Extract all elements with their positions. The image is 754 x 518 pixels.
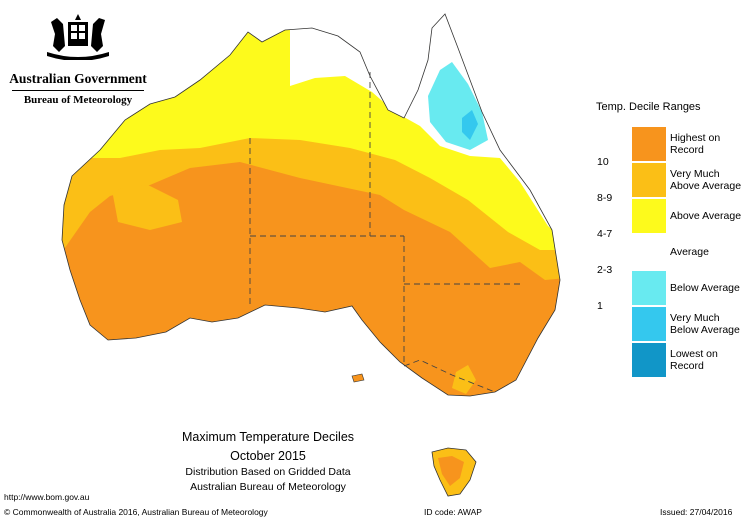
bureau-name: Bureau of Meteorology [23, 94, 133, 106]
legend-swatch-4 [632, 235, 666, 269]
legend-category-label-1: Highest on Record [670, 132, 754, 156]
legend-swatch-6 [632, 307, 666, 341]
australia-coastline [61, 13, 561, 397]
bom-logo: Australian Government Bureau of Meteorol… [8, 12, 148, 106]
logo-divider [12, 90, 144, 91]
legend-category-label-5: Below Average [670, 282, 754, 294]
map-period: October 2015 [230, 449, 306, 463]
legend-decile-label-3: 4-7 [597, 228, 613, 240]
legend-category-label-7: Lowest on Record [670, 348, 754, 372]
legend-category-label-6: Very Much Below Average [670, 312, 754, 336]
legend-decile-label-4: 2-3 [597, 264, 613, 276]
legend-category-line-1: Below Average [670, 282, 740, 294]
legend-category-line-2: Above Average [670, 180, 742, 192]
legend-category-line-1: Highest on [670, 132, 721, 144]
legend-category-label-3: Above Average [670, 210, 754, 222]
legend-category-line-1: Very Much [670, 168, 720, 180]
region-very-much-below-average [462, 110, 478, 140]
map-note-source: Australian Bureau of Meteorology [190, 481, 346, 493]
legend-category-line-2: Record [670, 144, 704, 156]
legend-category-line-1: Lowest on [670, 348, 718, 360]
legend-swatch-3 [632, 199, 666, 233]
map-note-distribution: Distribution Based on Gridded Data [185, 466, 351, 478]
legend-category-line-1: Average [670, 246, 709, 258]
state-borders [249, 72, 520, 393]
legend-swatch-2 [632, 163, 666, 197]
map-title: Maximum Temperature Deciles [181, 430, 355, 444]
legend-swatch-1 [632, 127, 666, 161]
legend-decile-label-1: 10 [597, 156, 609, 168]
issued-date: Issued: 27/04/2016 [660, 507, 733, 517]
legend-category-line-2: Record [670, 360, 704, 372]
inland-pocket-above [112, 185, 182, 230]
copyright-text: © Commonwealth of Australia 2016, Austra… [4, 507, 268, 517]
legend-swatch-7 [632, 343, 666, 377]
legend-decile-label-5: 1 [597, 300, 603, 312]
legend-category-line-1: Above Average [670, 210, 742, 222]
org-name: Australian Government [9, 71, 147, 86]
legend-decile-label-2: 8-9 [597, 192, 613, 204]
legend-title: Temp. Decile Ranges [596, 101, 701, 113]
kangaroo-island [351, 373, 365, 383]
tasmania-inner [438, 456, 464, 486]
legend-swatch-5 [632, 271, 666, 305]
legend-category-label-4: Average [670, 246, 754, 258]
id-code: ID code: AWAP [424, 507, 482, 517]
legend-category-line-2: Below Average [670, 324, 740, 336]
coat-of-arms-icon [47, 14, 109, 61]
legend-category-line-1: Very Much [670, 312, 720, 324]
bom-url-link[interactable]: http://www.bom.gov.au [4, 492, 90, 502]
legend-category-label-2: Very Much Above Average [670, 168, 754, 192]
